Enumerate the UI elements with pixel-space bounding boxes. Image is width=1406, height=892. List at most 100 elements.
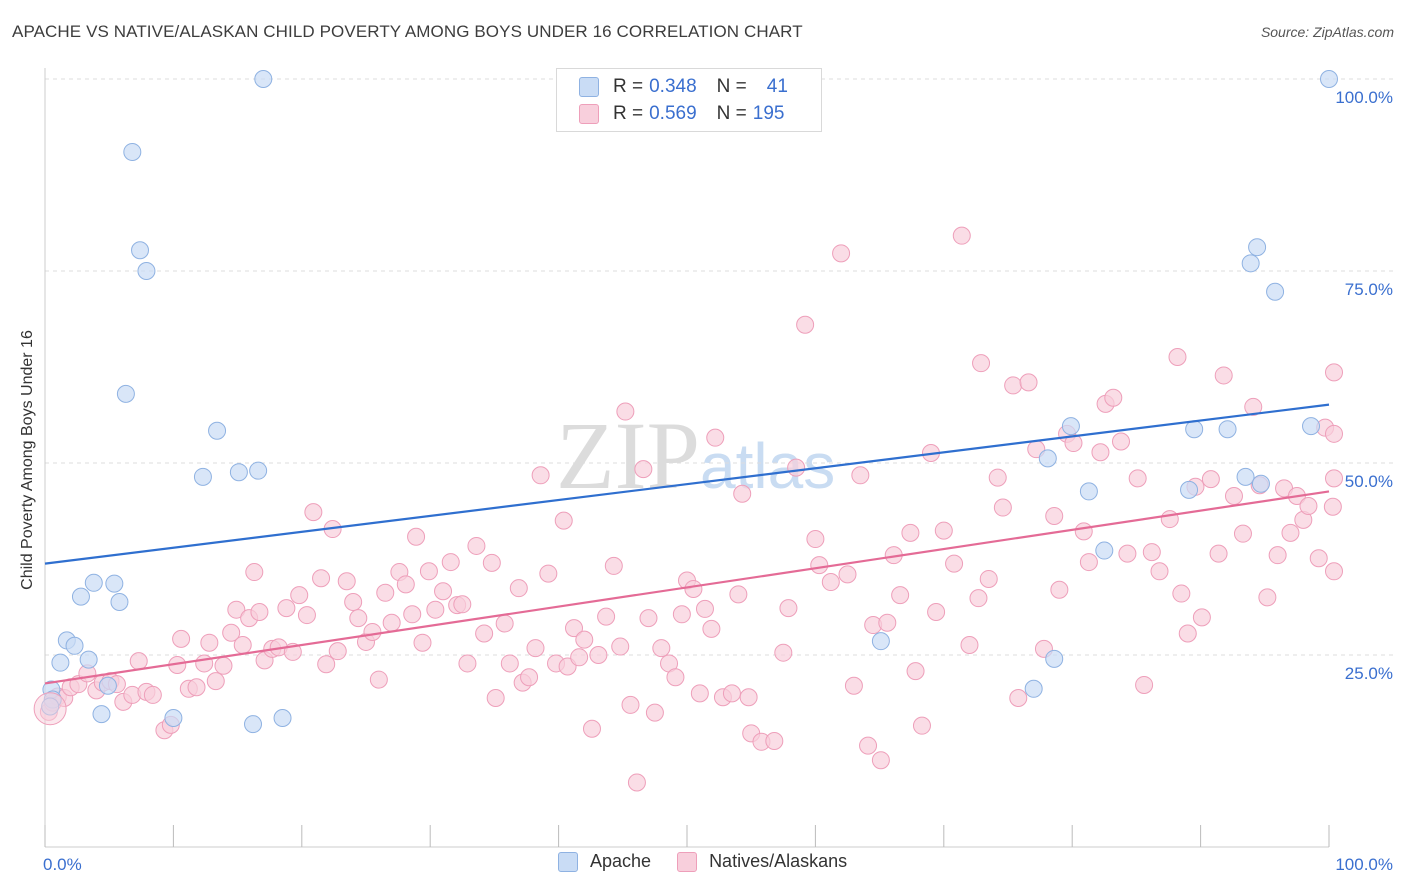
apache-swatch <box>558 851 578 872</box>
apache-point <box>51 653 70 672</box>
native-point <box>906 662 925 681</box>
native-point <box>765 732 784 751</box>
native-point <box>1224 487 1243 506</box>
chart-title: APACHE VS NATIVE/ALASKAN CHILD POVERTY A… <box>12 22 803 41</box>
native-point <box>1045 506 1064 525</box>
native-point <box>172 629 191 648</box>
native-point <box>1168 348 1187 367</box>
x-tick-label: 0.0% <box>43 855 82 874</box>
native-point <box>482 553 501 572</box>
apache-swatch <box>579 77 599 97</box>
native-point <box>453 595 472 614</box>
native-point <box>1178 624 1197 643</box>
apache-point <box>105 574 124 593</box>
natives-swatch <box>677 851 698 872</box>
native-point <box>1233 524 1252 543</box>
native-point <box>349 609 368 628</box>
native-point <box>486 689 505 708</box>
apache-point <box>1180 480 1199 499</box>
apache-point <box>1024 679 1043 698</box>
native-point <box>1325 469 1343 488</box>
legend-item-natives[interactable]: Natives/Alaskans <box>677 851 847 872</box>
native-point <box>1209 544 1228 563</box>
apache-point <box>123 142 142 161</box>
series-legend: Apache Natives/Alaskans <box>558 851 873 872</box>
native-point <box>611 637 630 656</box>
native-point <box>539 564 558 583</box>
apache-point <box>1185 420 1204 439</box>
apache-point <box>1045 649 1064 668</box>
native-point <box>1258 588 1277 607</box>
x-tick-label: 100.0% <box>1335 855 1393 874</box>
native-point <box>672 605 691 624</box>
chart-source: Source: ZipAtlas.com <box>1260 24 1394 40</box>
native-point <box>690 684 709 703</box>
native-point <box>143 685 162 704</box>
native-point <box>779 599 798 618</box>
r-value: 0.569 <box>649 103 697 124</box>
legend-item-apache[interactable]: Apache <box>558 851 651 872</box>
apache-point <box>1038 449 1057 468</box>
native-point <box>1079 553 1098 572</box>
native-point <box>702 619 721 638</box>
native-point <box>419 562 438 581</box>
legend-label-natives: Natives/Alaskans <box>709 851 848 871</box>
native-point <box>233 636 252 655</box>
apache-point <box>193 467 212 486</box>
native-point <box>729 585 748 604</box>
native-trend-line <box>44 490 1330 685</box>
native-point <box>206 672 225 691</box>
native-point <box>806 530 825 549</box>
native-point <box>912 716 931 735</box>
native-point <box>1172 584 1191 603</box>
apache-point <box>273 708 292 727</box>
native-point <box>634 460 653 479</box>
native-point <box>290 586 309 605</box>
native-point <box>403 605 422 624</box>
native-point <box>810 556 829 575</box>
stats-row-natives: R = 0.569 N = 195 <box>579 102 784 126</box>
native-point <box>526 639 545 658</box>
native-point <box>245 563 264 582</box>
natives-swatch <box>579 104 599 124</box>
native-point <box>565 619 584 638</box>
apache-point <box>1302 417 1321 436</box>
native-point <box>1192 608 1211 627</box>
apache-point <box>79 650 98 669</box>
native-point <box>851 466 870 485</box>
r-label: R = <box>613 76 644 97</box>
native-point <box>604 556 623 575</box>
native-point <box>1091 443 1110 462</box>
native-point <box>1201 470 1220 489</box>
apache-point <box>164 708 183 727</box>
native-point <box>988 468 1007 487</box>
native-point <box>509 579 528 598</box>
apache-point <box>1251 474 1270 493</box>
native-point <box>495 614 514 633</box>
n-value: 195 <box>752 103 785 124</box>
native-point <box>1009 689 1028 708</box>
apache-point <box>208 421 227 440</box>
native-point <box>1160 510 1179 529</box>
native-point <box>891 586 910 605</box>
native-point <box>1074 522 1093 541</box>
native-point <box>1244 397 1263 416</box>
native-point <box>639 609 658 628</box>
apache-point <box>1061 417 1080 436</box>
native-point <box>407 527 426 546</box>
native-point <box>129 652 148 671</box>
native-point <box>554 511 573 530</box>
native-point <box>901 523 920 542</box>
native-point <box>1299 497 1318 516</box>
n-label: N = <box>716 103 747 124</box>
native-point <box>945 554 964 573</box>
native-point <box>1325 424 1343 443</box>
native-point <box>844 676 863 695</box>
native-point <box>344 593 363 612</box>
native-point <box>666 668 685 687</box>
apache-point <box>1236 467 1255 486</box>
apache-trend-line <box>44 403 1330 565</box>
native-point <box>589 646 608 664</box>
y-tick-label: 75.0% <box>1345 280 1393 299</box>
